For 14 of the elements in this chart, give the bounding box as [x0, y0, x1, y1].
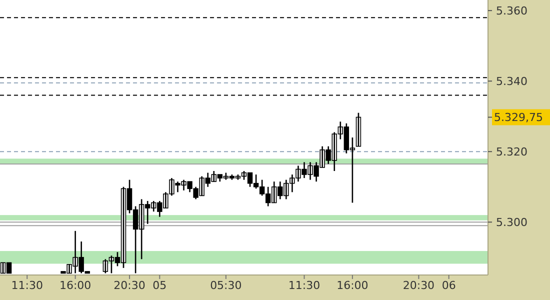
- x-tick-label: 05: [152, 279, 167, 292]
- x-tick-label: 16:00: [336, 279, 368, 292]
- y-tick-label: 5.340: [496, 74, 528, 88]
- x-tick-label: 05:30: [210, 279, 242, 292]
- x-tick-label: 20:30: [402, 279, 435, 292]
- x-tick-label: 16:00: [59, 279, 92, 292]
- y-tick-label: 5.300: [496, 216, 528, 229]
- text: 5.329,75: [494, 111, 543, 124]
- x-tick-label: 11:30: [11, 279, 43, 292]
- x-tick-label: 06: [442, 279, 456, 292]
- x-tick-label: 11:30: [288, 279, 320, 292]
- x-tick-label: 20:30: [114, 279, 146, 292]
- y-tick-label: 5.360: [496, 4, 528, 18]
- y-tick-label: 5.320: [496, 145, 528, 158]
